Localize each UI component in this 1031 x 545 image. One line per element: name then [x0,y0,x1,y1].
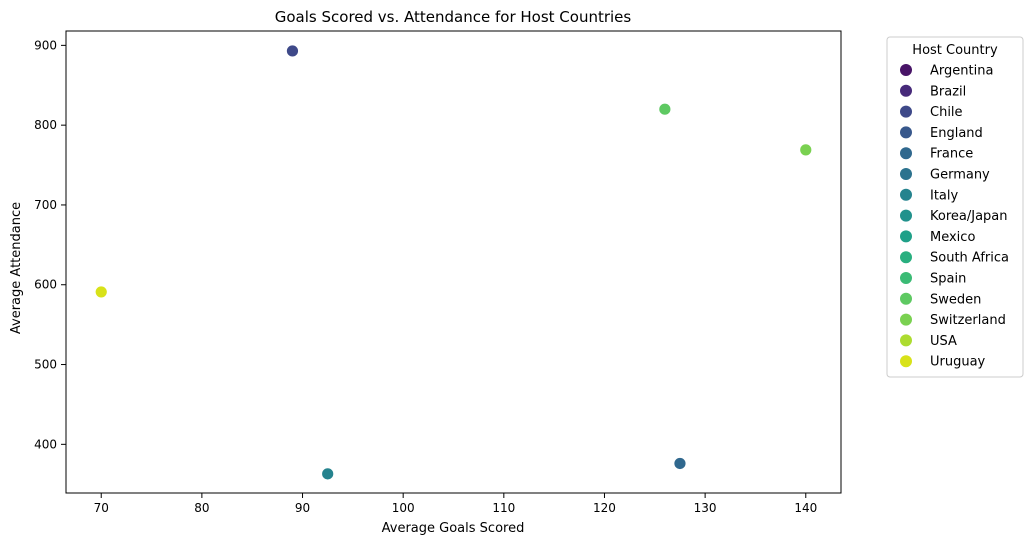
chart-title: Goals Scored vs. Attendance for Host Cou… [275,8,632,26]
plot-frame [65,30,842,494]
legend-label: Argentina [930,64,993,79]
legend-label: France [930,147,973,162]
legend-label: Chile [930,105,963,120]
data-point-france [673,457,687,470]
x-tick-label: 70 [94,501,109,515]
legend-marker [900,313,912,326]
legend-marker [900,64,912,76]
legend-label: Sweden [930,292,981,307]
legend-label: Mexico [930,230,975,245]
legend-marker [900,272,912,284]
legend-marker [900,334,912,347]
data-point-italy [321,467,335,481]
y-axis-ticks: 400 500 600 700 800 900 [34,38,66,451]
legend-marker [900,230,912,243]
legend-frame [886,36,1024,378]
legend-entries: Argentina Brazil Chile England France Germany… [900,64,1009,370]
x-tick-label: 80 [194,501,209,515]
legend-label: Uruguay [930,355,986,370]
legend-marker [900,168,912,180]
x-tick-label: 130 [694,501,717,515]
data-point-switzerland [799,143,813,157]
legend-label: USA [930,334,957,349]
x-tick-label: 100 [392,501,415,515]
x-tick-label: 110 [492,501,515,515]
legend-title: Host Country [912,43,998,58]
legend-label: Korea/Japan [930,209,1008,224]
legend-marker [900,292,912,305]
legend-label: Italy [930,188,959,203]
legend-marker [900,188,912,201]
legend-marker [900,251,912,264]
legend-label: Germany [930,168,990,183]
y-tick-label: 800 [34,118,57,132]
legend-marker [900,126,912,139]
data-point-chile [286,44,299,58]
y-tick-label: 400 [34,437,57,451]
x-tick-label: 90 [295,501,310,515]
legend-label: England [930,126,983,141]
x-tick-label: 120 [593,501,616,515]
y-tick-label: 600 [34,278,57,292]
y-tick-label: 500 [34,358,57,372]
data-point-sweden [658,102,672,116]
plot-area [65,30,842,494]
legend-marker [900,147,912,160]
legend-marker [900,209,912,222]
x-axis-label: Average Goals Scored [382,521,525,536]
legend-label: Spain [930,272,966,287]
y-tick-label: 700 [34,198,57,212]
legend-marker [900,105,912,118]
x-axis-ticks: 70 80 90 100 110 120 130 140 [94,493,817,515]
legend-label: Switzerland [930,313,1006,328]
legend-marker [900,355,912,368]
legend-label: Brazil [930,84,966,99]
legend: Host Country Argentina Brazil Chile England… [886,36,1024,378]
legend-marker [900,84,912,97]
x-tick-label: 140 [794,501,817,515]
y-tick-label: 900 [34,38,57,52]
legend-label: South Africa [930,251,1009,266]
data-points [94,44,813,481]
data-point-uruguay [94,285,108,299]
y-axis-label: Average Attendance [9,202,24,334]
